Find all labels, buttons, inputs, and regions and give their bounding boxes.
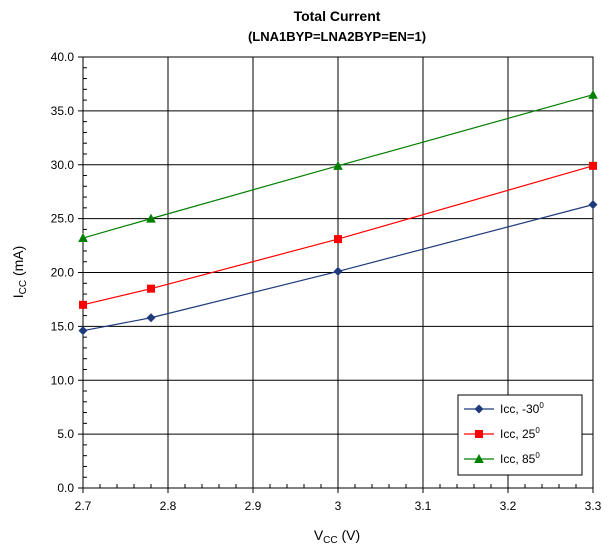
legend-swatch-marker <box>474 404 484 414</box>
legend-label: Icc, 850 <box>500 451 540 466</box>
legend: Icc, -300 Icc, 250 Icc, 850 <box>457 394 583 476</box>
series-1 <box>79 161 597 309</box>
x-tick-label: 3.1 <box>415 499 432 513</box>
data-point <box>588 89 598 99</box>
y-axis-title: ICC (mA) <box>10 246 29 299</box>
legend-swatch-marker <box>474 454 484 463</box>
x-tick-label: 2.9 <box>245 499 262 513</box>
data-point <box>78 233 88 243</box>
y-tick-label: 25.0 <box>51 212 75 226</box>
x-tick-label: 3.3 <box>585 499 602 513</box>
data-point <box>333 266 343 276</box>
y-tick-label: 30.0 <box>51 158 75 172</box>
legend-label: Icc, -300 <box>500 401 544 416</box>
legend-label-sup: 0 <box>535 451 540 460</box>
data-point <box>334 235 342 244</box>
y-tick-label: 20.0 <box>51 266 75 280</box>
y-tick-label: 10.0 <box>51 373 75 387</box>
chart-subtitle: (LNA1BYP=LNA2BYP=EN=1) <box>248 29 426 44</box>
y-tick-label: 15.0 <box>51 319 75 333</box>
y-tick-label: 0.0 <box>57 481 74 495</box>
x-axis-title: VCC (V) <box>314 527 360 546</box>
data-point <box>146 313 156 323</box>
series-0 <box>78 200 598 336</box>
data-point <box>146 213 156 223</box>
data-point <box>588 200 598 210</box>
x-tick-label: 2.7 <box>75 499 92 513</box>
data-point <box>147 284 155 293</box>
legend-label-sup: 0 <box>539 401 544 410</box>
x-tick-label: 2.8 <box>160 499 177 513</box>
legend-swatch-marker <box>475 430 483 438</box>
series-line <box>82 204 594 332</box>
data-point <box>79 300 87 309</box>
legend-label-sup: 0 <box>535 426 540 435</box>
y-tick-labels: 0.0 5.0 10.0 15.0 20.0 25.0 30.0 35.0 40.0 <box>51 50 75 495</box>
chart-title: Total Current <box>294 8 381 24</box>
x-tick-label: 3.2 <box>500 499 517 513</box>
y-tick-label: 5.0 <box>57 427 74 441</box>
y-tick-label: 35.0 <box>51 104 75 118</box>
y-tick-label: 40.0 <box>51 50 75 64</box>
data-point <box>589 161 597 170</box>
series-2 <box>78 89 598 243</box>
series-line <box>82 94 594 239</box>
series-layer <box>78 89 598 336</box>
series-line <box>82 165 594 306</box>
x-tick-labels: 2.7 2.8 2.9 3 3.1 3.2 3.3 <box>75 499 602 513</box>
legend-label: Icc, 250 <box>500 426 540 441</box>
data-point <box>333 160 343 170</box>
data-point <box>78 326 88 336</box>
x-tick-label: 3 <box>335 499 342 513</box>
